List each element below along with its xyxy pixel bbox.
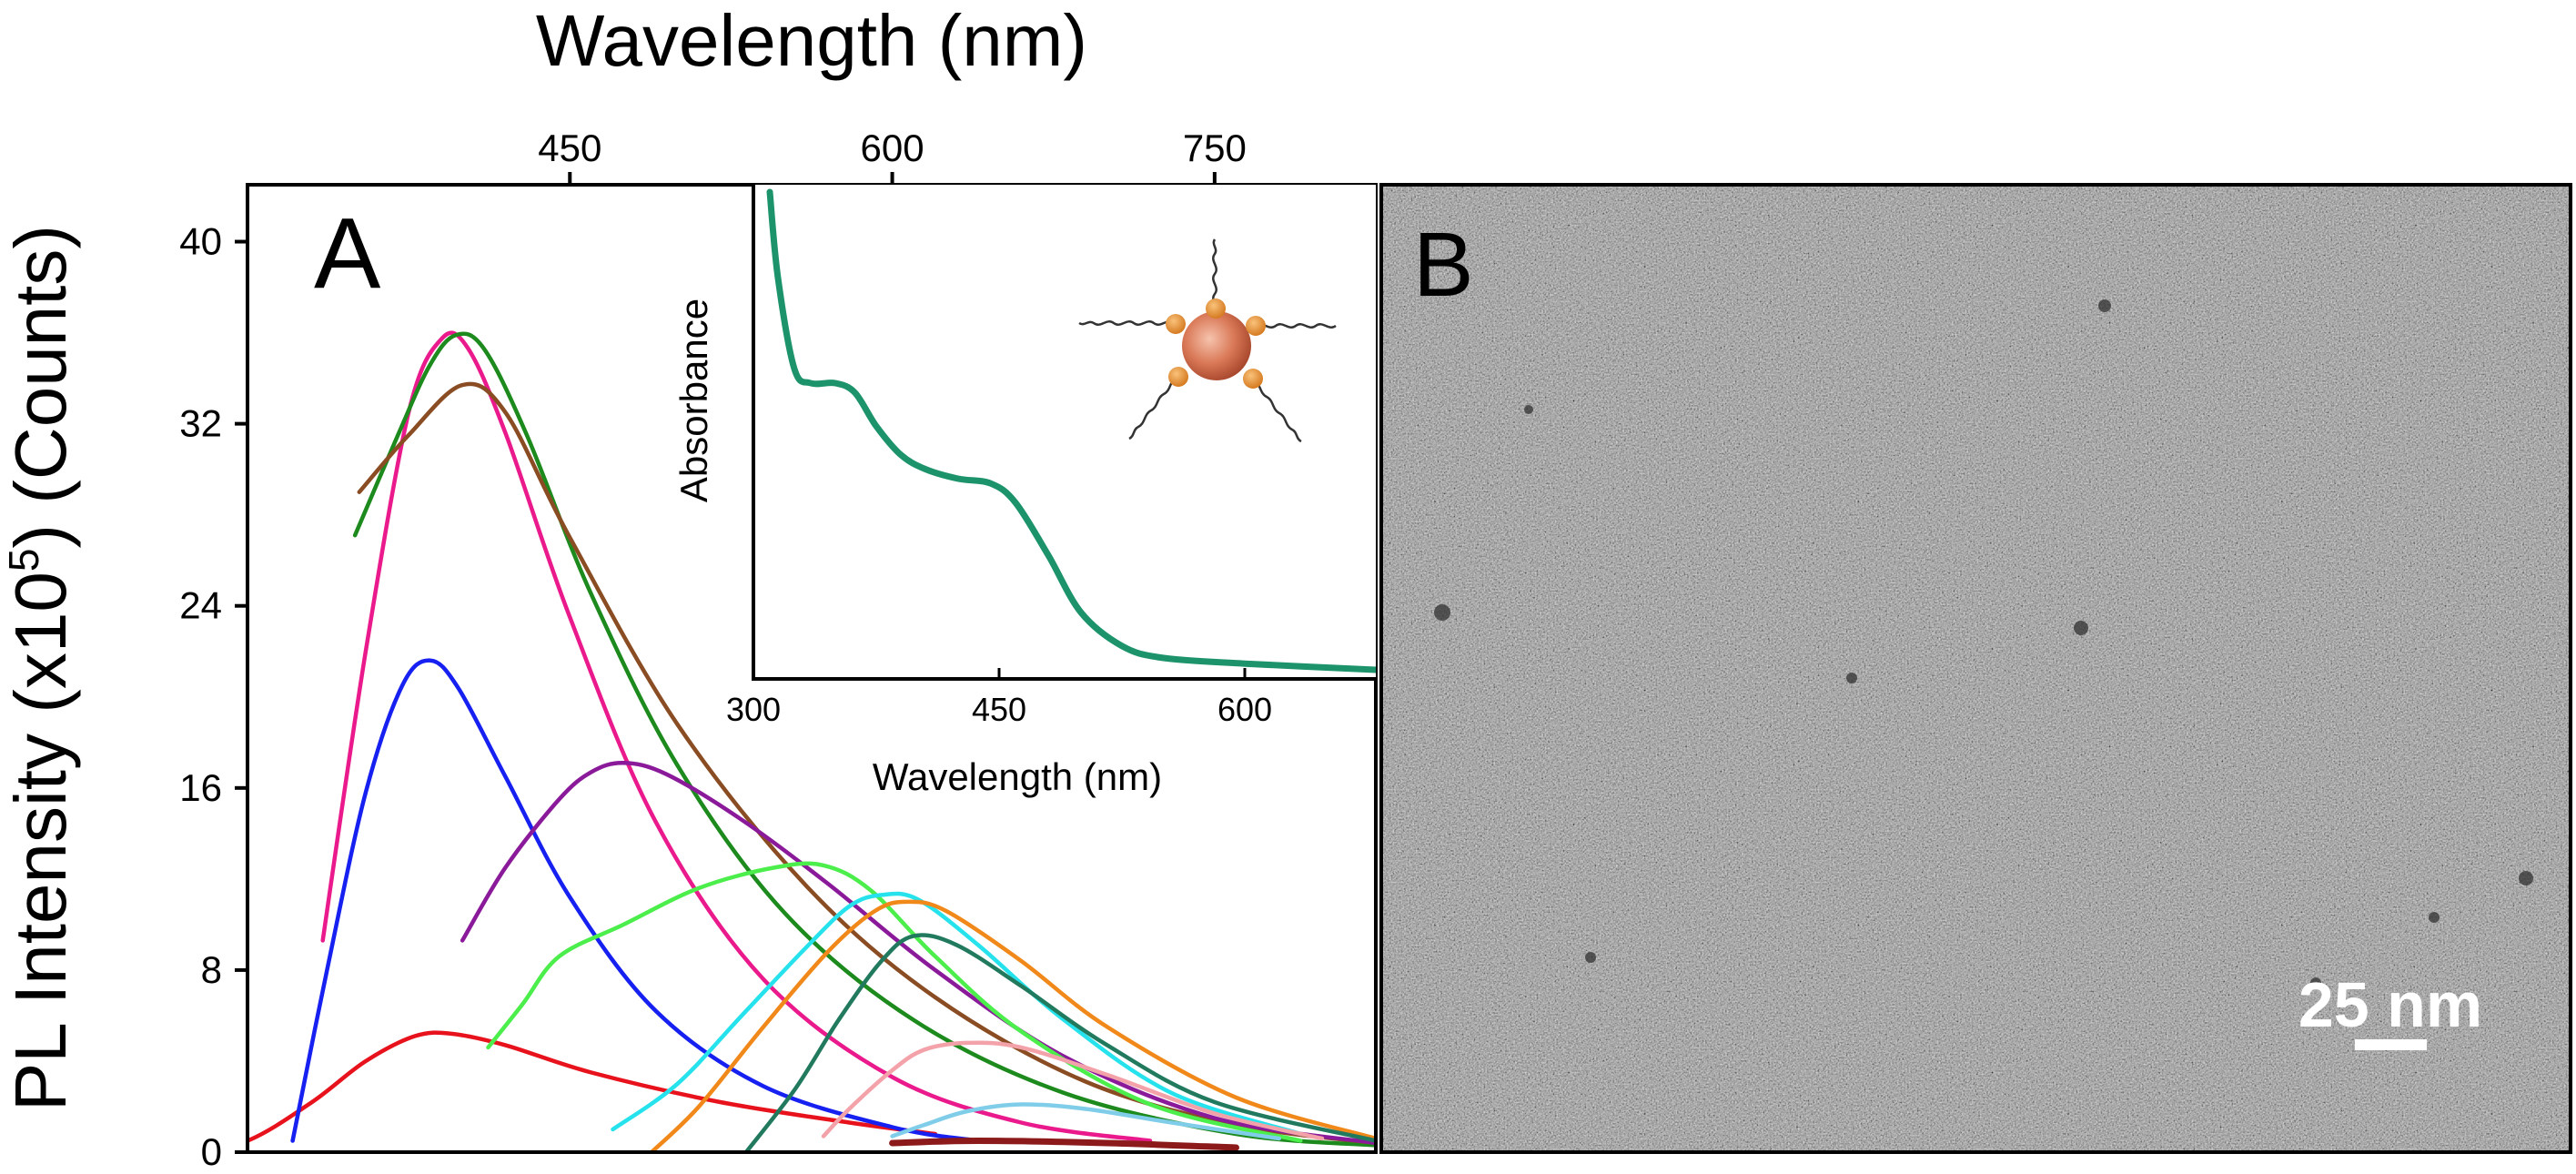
- inset-x-tick-label: 450: [972, 691, 1026, 728]
- pl-series-orange: [649, 899, 1376, 1152]
- panel-b: B 25 nm: [1379, 183, 2572, 1154]
- top-tick-label: 600: [861, 127, 924, 169]
- nanoparticle-illustration: [1078, 238, 1337, 443]
- pl-series-light-blue: [890, 1102, 1281, 1141]
- tem-particle: [2519, 871, 2533, 886]
- y-axis-label-prefix: PL Intensity (x10: [0, 572, 81, 1111]
- y-axis-label: PL Intensity (x105) (Counts): [0, 225, 81, 1111]
- scale-bar-label: 25 nm: [2298, 969, 2482, 1040]
- tem-particle: [2098, 299, 2111, 312]
- y-axis-ticks: 0 8 16 24 32 40: [179, 220, 247, 1173]
- scale-bar: [2355, 1039, 2427, 1050]
- y-tick-label: 0: [201, 1130, 222, 1173]
- inset-background: [753, 185, 1376, 679]
- y-tick-label: 32: [179, 402, 222, 445]
- pl-series-dark-green: [743, 933, 1376, 1152]
- panel-b-frame: [1379, 183, 2572, 1154]
- inset-series-absorbance: [766, 188, 1376, 673]
- tem-particle: [2074, 621, 2088, 635]
- inset-absorbance-plot: 300 450 600 Wavelength (nm) Absorbance: [672, 185, 1376, 798]
- inset-series-layer: [766, 188, 1376, 673]
- top-axis-ticks: 450 600 750: [538, 127, 1247, 185]
- y-axis-label-suffix: ) (Counts): [0, 225, 81, 549]
- tem-particle: [2310, 977, 2321, 988]
- pl-series-green: [352, 331, 1376, 1148]
- y-tick-label: 40: [179, 220, 222, 263]
- y-tick-label: 16: [179, 766, 222, 809]
- panel-a: Wavelength (nm) 450 600 750 PL Intensity (…: [0, 0, 1378, 1173]
- ligand-bead-top: [1206, 299, 1226, 319]
- pl-series-cyan: [611, 891, 1303, 1137]
- tem-particle: [2429, 912, 2440, 923]
- top-axis-title: Wavelength (nm): [536, 0, 1087, 81]
- y-tick-label: 24: [179, 584, 222, 627]
- inset-x-tick-label: 600: [1217, 691, 1272, 728]
- y-axis-label-exponent: 5: [0, 549, 47, 572]
- inset-x-tick-label: 300: [726, 691, 781, 728]
- ligand-chain-lower-right: [1253, 379, 1302, 443]
- ligand-bead-lower-right: [1243, 369, 1263, 389]
- pl-series-dark-red: [889, 1138, 1239, 1151]
- ligand-bead-lower-left: [1168, 367, 1188, 387]
- inset-x-axis-ticks: 300 450 600: [726, 668, 1272, 728]
- tem-particle: [1524, 405, 1533, 414]
- inset-y-axis-label: Absorbance: [672, 299, 715, 502]
- ligand-chain-lower-left: [1128, 376, 1177, 440]
- panel-a-label: A: [314, 197, 381, 309]
- pl-series-purple: [460, 761, 1376, 1146]
- ligand-bead-right: [1246, 316, 1266, 336]
- ligand-chain-left: [1078, 320, 1175, 326]
- ligand-bead-left: [1166, 314, 1186, 334]
- panel-b-label: B: [1413, 214, 1474, 316]
- pl-series-magenta: [320, 330, 1153, 1143]
- tem-particle: [1846, 673, 1857, 683]
- ligand-chain-right: [1255, 323, 1337, 329]
- tem-particle: [1585, 952, 1596, 963]
- y-tick-label: 8: [201, 948, 222, 991]
- tem-image-texture: [1381, 185, 2571, 1152]
- pl-series-blue: [290, 658, 981, 1143]
- top-tick-label: 450: [538, 127, 601, 169]
- pl-series-light-green: [486, 861, 1303, 1143]
- nanoparticle-core: [1182, 311, 1251, 380]
- tem-particle: [1434, 604, 1450, 621]
- tem-dark-particles: [1434, 299, 2533, 988]
- inset-x-axis-label: Wavelength (nm): [873, 755, 1162, 798]
- pl-series-pink: [821, 1040, 1325, 1141]
- top-tick-label: 750: [1183, 127, 1247, 169]
- pl-series-layer: [247, 330, 1376, 1152]
